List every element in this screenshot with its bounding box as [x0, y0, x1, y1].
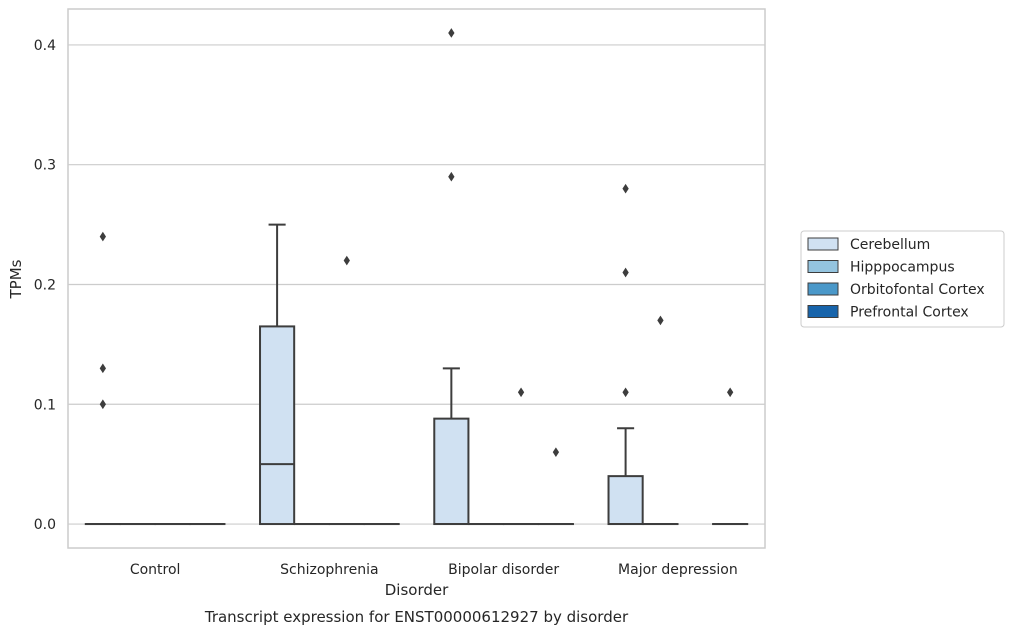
outlier-point: [517, 387, 525, 398]
x-tick-label: Control: [130, 562, 181, 578]
legend-label: Cerebellum: [850, 237, 930, 253]
outlier-point: [622, 183, 629, 194]
box-body: [607, 475, 644, 526]
outlier-point: [99, 363, 106, 374]
y-tick-label: 0.4: [34, 38, 56, 54]
box-body: [259, 325, 296, 526]
legend-label: Hipppocampus: [850, 260, 955, 276]
chart-caption: Transcript expression for ENST0000061292…: [204, 608, 629, 626]
y-axis-ticks: 0.0 0.1 0.2 0.3 0.4: [34, 38, 56, 533]
y-tick-label: 0.1: [34, 397, 56, 413]
legend-frame: [800, 230, 1005, 328]
outlier-point: [622, 387, 629, 398]
x-tick-label: Major depression: [618, 562, 738, 578]
outlier-point: [622, 267, 629, 278]
grid-lines: [68, 44, 765, 525]
outlier-point: [343, 255, 350, 266]
box-plot-marks: [84, 28, 749, 526]
outlier-point: [448, 171, 455, 182]
y-tick-label: 0.2: [34, 277, 56, 293]
x-axis-ticks: Control Schizophrenia Bipolar disorder Majo…: [130, 562, 738, 578]
legend: Cerebellum Hipppocampus Orbitofontal Corte…: [800, 230, 1005, 328]
legend-swatch: [807, 260, 839, 273]
outlier-point: [99, 399, 106, 410]
legend-swatch: [807, 237, 839, 251]
outlier-point: [448, 28, 455, 38]
legend-swatch: [807, 282, 839, 296]
plot-area-frame: [67, 8, 766, 549]
outlier-point: [552, 447, 560, 458]
outlier-point: [99, 231, 106, 242]
x-tick-label: Bipolar disorder: [448, 562, 559, 578]
legend-label: Prefrontal Cortex: [850, 305, 969, 321]
y-axis-label: TPMs: [7, 259, 25, 299]
y-tick-label: 0.3: [34, 158, 56, 174]
outlier-point: [727, 387, 734, 398]
box-body: [433, 417, 470, 526]
legend-swatch: [807, 305, 839, 318]
outlier-point: [657, 315, 664, 326]
x-axis-label: Disorder: [385, 581, 449, 599]
legend-label: Orbitofontal Cortex: [850, 282, 985, 298]
x-tick-label: Schizophrenia: [280, 562, 378, 578]
y-tick-label: 0.0: [34, 517, 56, 533]
